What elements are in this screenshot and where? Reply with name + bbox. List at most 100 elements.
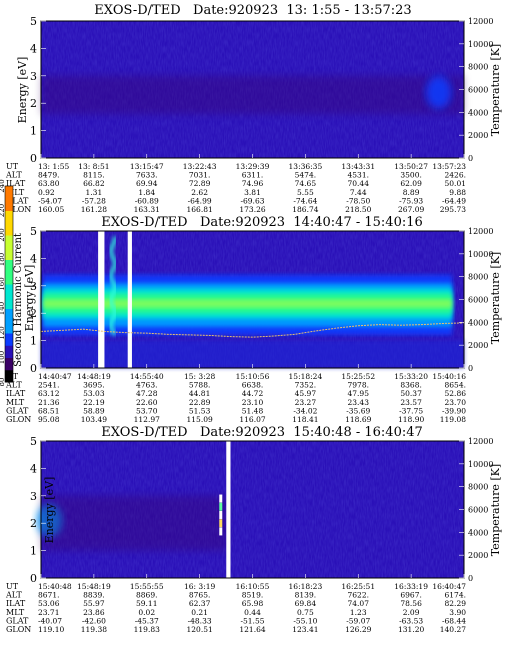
- y2-tick-label: 10000: [468, 460, 493, 469]
- ephemeris-value: 50.01: [445, 179, 466, 188]
- y2-tick-label: 0: [468, 154, 473, 163]
- panel-2-y2-ticks: 0 2000 4000 6000 8000 10000 12000: [459, 227, 493, 373]
- ephemeris-value: 6174.: [445, 591, 466, 600]
- colorbar-cell: [5, 210, 13, 218]
- ephemeris-value: 8479.: [38, 171, 59, 180]
- ephemeris-label: MLT: [6, 188, 25, 197]
- panel-1-title: EXOS-D/TED Date:920923 13: 1:55 - 13:57:…: [94, 3, 411, 18]
- ephemeris-value: -68.44: [442, 616, 466, 625]
- ephemeris-value: -55.10: [293, 616, 317, 625]
- ephemeris-value: -37.75: [399, 406, 423, 415]
- colorbar-cell: [5, 259, 13, 267]
- panel-2-y2label: Temperature [K]: [489, 252, 502, 344]
- ephemeris-value: 69.84: [295, 599, 317, 608]
- ephemeris-value: 295.73: [440, 205, 466, 214]
- y-tick-label: 2: [30, 517, 37, 530]
- ephemeris-value: -69.63: [240, 196, 264, 205]
- ephemeris-value: 13:36:35: [289, 162, 323, 171]
- y2-tick-label: 2000: [468, 341, 488, 350]
- colorbar-tick-label: 100: [0, 351, 6, 364]
- data-gap: [127, 231, 132, 368]
- flux-spike: [108, 236, 118, 336]
- colorbar-cells: [5, 186, 13, 383]
- ephemeris-value: 1.31: [86, 188, 103, 197]
- low-energy-flux: [41, 340, 464, 368]
- ephemeris-label: GLON: [6, 415, 31, 424]
- data-gap: [98, 231, 105, 368]
- ephemeris-value: -34.02: [293, 406, 317, 415]
- ephemeris-value: 118.90: [398, 415, 424, 424]
- ephemeris-value: 160.05: [38, 205, 64, 214]
- panel-2: EXOS-D/TED Date:920923 14:40:47 - 15:40:…: [0, 179, 502, 424]
- ephemeris-value: 2.62: [191, 188, 208, 197]
- y2-tick-label: 4000: [468, 528, 488, 537]
- ephemeris-value: 3500.: [400, 171, 421, 180]
- ephemeris-value: 6311.: [242, 171, 263, 180]
- ephemeris-value: -59.07: [346, 616, 370, 625]
- y-tick-label: 2: [30, 307, 37, 320]
- colorbar-cell: [5, 369, 13, 377]
- panel-2-plot: [40, 230, 465, 369]
- colorbar-cell: [5, 333, 13, 340]
- flux-dot: [219, 502, 223, 511]
- ephemeris-value: 166.81: [187, 205, 213, 214]
- ephemeris-value: 119.38: [81, 625, 107, 634]
- ephemeris-value: 120.51: [187, 625, 213, 634]
- panel-1-y2-ticks: 0 2000 4000 6000 8000 10000 12000: [459, 17, 493, 163]
- flux-band-layer: [43, 299, 452, 308]
- y2-tick-label: 6000: [468, 296, 488, 305]
- flux-dot: [219, 519, 223, 528]
- ephemeris-label: ALT: [5, 591, 22, 600]
- ephemeris-value: 4531.: [348, 171, 369, 180]
- ephemeris-value: 119.10: [38, 625, 64, 634]
- ephemeris-value: 15:40:48: [38, 582, 72, 591]
- flux-dot: [219, 510, 223, 519]
- ephemeris-value: 15:40:16: [432, 372, 466, 381]
- ephemeris-value: 103.49: [81, 415, 107, 424]
- ephemeris-value: -51.55: [240, 616, 264, 625]
- ephemeris-label: ALT: [5, 381, 22, 390]
- panel-2-title: EXOS-D/TED Date:920923 14:40:47 - 15:40:…: [101, 215, 423, 230]
- y2-tick-label: 0: [468, 364, 473, 373]
- colorbar-cell: [5, 247, 13, 254]
- ephemeris-value: 47.28: [136, 389, 158, 398]
- colorbar-cell: [5, 235, 13, 242]
- panel-2-ephemeris: UTALTILATMLTGLATGLON14:40:472541.63.1221…: [5, 372, 466, 424]
- ephemeris-value: 53.06: [38, 599, 60, 608]
- ephemeris-value: -74.64: [293, 196, 317, 205]
- ephemeris-value: -35.69: [346, 406, 370, 415]
- ephemeris-value: 0.92: [38, 188, 55, 197]
- ephemeris-value: 1.84: [138, 188, 155, 197]
- panel-3-ylabel: Energy [eV]: [43, 477, 56, 544]
- ephemeris-value: 22.19: [83, 398, 105, 407]
- ephemeris-value: 22.60: [136, 398, 158, 407]
- ephemeris-value: 44.72: [242, 389, 264, 398]
- y-tick-label: 1: [30, 335, 37, 348]
- ephemeris-value: 21.36: [38, 398, 60, 407]
- ephemeris-value: 5788.: [189, 381, 210, 390]
- ephemeris-value: 44.81: [189, 389, 210, 398]
- ephemeris-value: 70.44: [348, 179, 370, 188]
- ephemeris-value: 16:18:23: [289, 582, 323, 591]
- colorbar: 80 100 120 140 160 180 200 220 240 Second Harmon…: [0, 179, 24, 386]
- colorbar-cell: [5, 277, 13, 285]
- colorbar-cell: [5, 314, 13, 322]
- colorbar-cell: [5, 192, 13, 199]
- panel-2-data-gaps: [98, 231, 132, 368]
- y2-tick-label: 12000: [468, 17, 493, 26]
- ephemeris-label: GLON: [6, 205, 31, 214]
- colorbar-cell: [5, 302, 13, 309]
- y2-tick-label: 0: [468, 574, 473, 583]
- ephemeris-value: 15:33:20: [394, 372, 428, 381]
- colorbar-tick-label: 140: [0, 302, 6, 315]
- panel-2-temperature-curve: [40, 322, 465, 338]
- ephemeris-value: 6967.: [400, 591, 421, 600]
- colorbar-cell: [5, 308, 13, 316]
- colorbar-cell: [5, 222, 13, 230]
- ephemeris-value: 15:48:19: [77, 582, 111, 591]
- ephemeris-value: 5474.: [295, 171, 316, 180]
- ephemeris-value: 173.26: [239, 205, 265, 214]
- panel-1: EXOS-D/TED Date:920923 13: 1:55 - 13:57:…: [5, 3, 502, 214]
- panel-3-y2-ticks: 0 2000 4000 6000 8000 10000 12000: [459, 437, 493, 583]
- y-tick-label: 1: [30, 125, 37, 138]
